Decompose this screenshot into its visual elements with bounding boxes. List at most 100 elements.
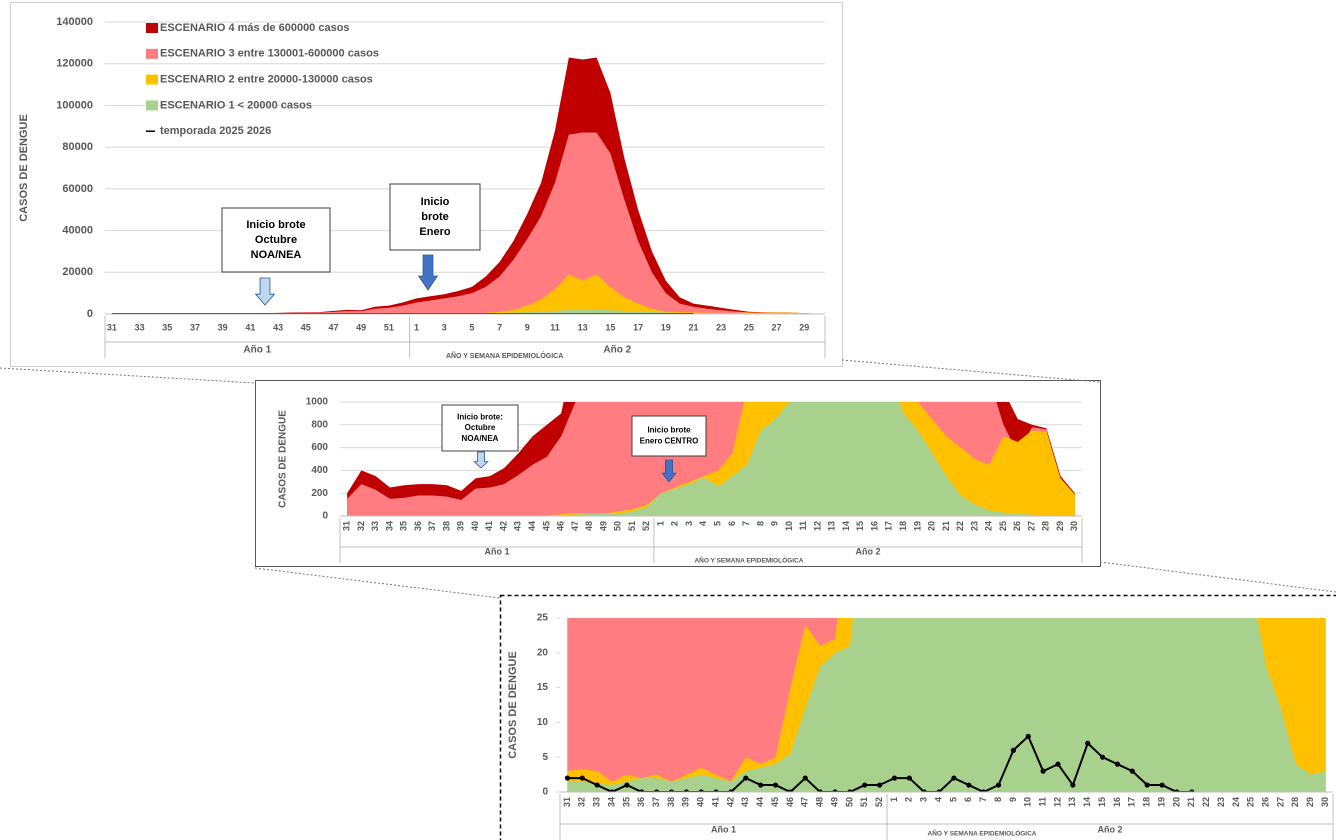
x-tick-label: 7 — [741, 521, 751, 526]
line-marker — [1189, 789, 1195, 792]
line-marker — [936, 789, 942, 792]
y-tick-label: 200 — [311, 488, 328, 499]
area-series — [111, 309, 819, 314]
x-axis-title: AÑO Y SEMANA EPIDEMIOLÓGICA — [694, 556, 803, 565]
x-tick-label: 6 — [727, 521, 737, 526]
line-marker — [594, 782, 600, 788]
y-tick-label: 0 — [87, 308, 93, 320]
x-tick-label: 50 — [844, 797, 854, 807]
x-tick-label: 33 — [592, 797, 602, 807]
group-label: Año 1 — [243, 345, 271, 356]
annotation-text: Inicio — [421, 196, 450, 208]
legend-swatch — [146, 74, 158, 85]
y-tick-label: 20000 — [62, 266, 93, 278]
annotation-text: brote — [421, 211, 449, 223]
x-tick-label: 50 — [613, 521, 623, 531]
x-tick-label: 15 — [1097, 797, 1107, 807]
x-tick-label: 38 — [666, 797, 676, 807]
group-label: Año 1 — [484, 546, 509, 556]
x-tick-label: 20 — [927, 521, 937, 531]
x-tick-label: 51 — [859, 797, 869, 807]
line-marker — [995, 782, 1002, 788]
line-marker — [877, 782, 883, 788]
annotation-text: NOA/NEA — [462, 434, 499, 443]
x-tick-label: 9 — [1008, 797, 1018, 802]
annotation-box — [631, 415, 707, 457]
x-tick-label: 34 — [384, 521, 394, 531]
legend-swatch — [146, 100, 158, 111]
x-tick-label: 22 — [1201, 797, 1211, 807]
zoom-connector — [254, 567, 501, 599]
x-tick-label: 19 — [661, 322, 671, 332]
annotation-arrow — [254, 277, 276, 306]
line-marker — [728, 789, 734, 792]
x-tick-label: 15 — [605, 322, 615, 332]
x-tick-label: 10 — [784, 521, 794, 531]
y-tick-label: 0 — [322, 511, 328, 522]
x-tick-label: 49 — [598, 521, 608, 531]
line-marker — [1055, 761, 1061, 767]
area-series — [111, 132, 819, 314]
x-axis-title: AÑO Y SEMANA EPIDEMIOLÓGICA — [446, 351, 563, 360]
area-series — [567, 618, 1326, 792]
x-tick-label: 13 — [578, 322, 588, 332]
annotation-box — [441, 404, 519, 452]
legend-label: ESCENARIO 1 < 20000 casos — [160, 99, 312, 111]
x-tick-label: 35 — [162, 322, 172, 332]
x-tick-label: 47 — [800, 797, 810, 807]
x-tick-label: 3 — [442, 322, 447, 332]
x-tick-label: 45 — [541, 521, 551, 531]
line-marker — [579, 775, 585, 781]
x-tick-label: 10 — [1023, 797, 1033, 807]
x-tick-label: 41 — [484, 521, 494, 531]
x-tick-label: 42 — [498, 521, 508, 531]
x-tick-label: 27 — [772, 322, 782, 332]
legend-label: ESCENARIO 2 entre 20000-130000 casos — [160, 74, 373, 86]
group-label: Año 2 — [1098, 824, 1123, 834]
line-marker — [1174, 789, 1180, 792]
group-label: Año 1 — [711, 824, 736, 834]
x-tick-label: 1 — [414, 322, 419, 332]
x-tick-label: 9 — [770, 521, 780, 526]
line-marker — [1085, 740, 1091, 746]
line-marker — [921, 789, 927, 792]
x-tick-label: 46 — [785, 797, 795, 807]
line-marker — [862, 782, 868, 788]
x-tick-label: 52 — [641, 521, 651, 531]
x-tick-label: 48 — [584, 521, 594, 531]
x-tick-label: 17 — [884, 521, 894, 531]
x-tick-label: 33 — [370, 521, 380, 531]
line-marker — [1144, 782, 1150, 788]
x-tick-label: 44 — [527, 521, 537, 531]
line-marker — [817, 789, 823, 792]
x-tick-label: 51 — [384, 322, 394, 332]
x-tick-label: 36 — [413, 521, 423, 531]
line-marker — [772, 782, 779, 788]
x-tick-label: 21 — [688, 322, 698, 332]
x-tick-label: 20 — [1171, 797, 1181, 807]
x-tick-label: 42 — [725, 797, 735, 807]
x-tick-label: 19 — [1156, 797, 1166, 807]
x-tick-label: 45 — [301, 322, 311, 332]
x-tick-label: 36 — [636, 797, 646, 807]
x-tick-label: 4 — [933, 797, 943, 802]
group-label: Año 2 — [855, 546, 880, 556]
x-tick-label: 12 — [812, 521, 822, 531]
x-tick-label: 18 — [898, 521, 908, 531]
x-tick-label: 46 — [556, 521, 566, 531]
x-tick-label: 5 — [713, 521, 723, 526]
legend-label: ESCENARIO 4 más de 600000 casos — [160, 22, 350, 34]
y-tick-label: 60000 — [62, 183, 93, 195]
line-marker — [713, 789, 719, 792]
line-marker — [654, 789, 660, 792]
line-marker — [1129, 768, 1135, 774]
y-tick-label: 15 — [537, 682, 549, 693]
annotation-text: NOA/NEA — [251, 249, 302, 261]
x-tick-label: 27 — [1275, 797, 1285, 807]
line-marker — [787, 789, 794, 792]
y-tick-label: 400 — [311, 465, 328, 476]
x-tick-label: 39 — [681, 797, 691, 807]
annotation-arrow — [473, 451, 489, 469]
